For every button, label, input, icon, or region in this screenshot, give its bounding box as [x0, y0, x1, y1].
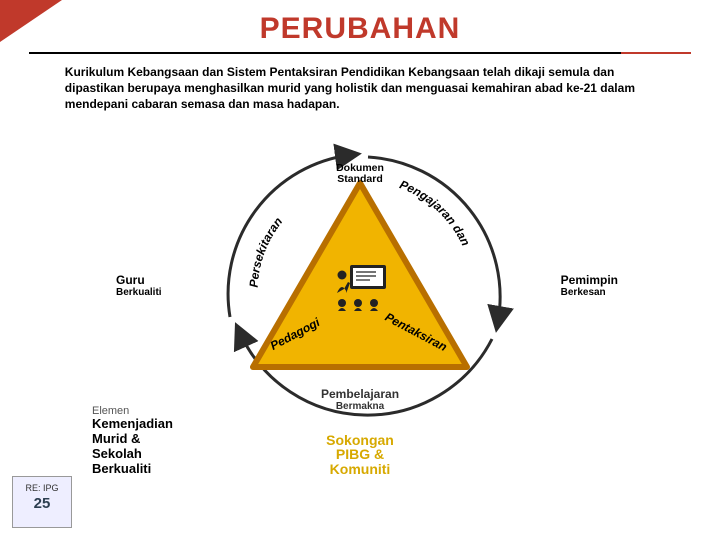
badge-number: 25: [13, 495, 71, 512]
elem-l4: Berkualiti: [92, 462, 173, 477]
outer-right-main: Pemimpin: [561, 273, 618, 287]
classroom-icon: [332, 263, 388, 311]
footer-badge: RE: IPG 25: [12, 476, 72, 528]
outer-right-label: Pemimpin Berkesan: [561, 273, 618, 298]
elem-l1: Kemenjadian: [92, 417, 173, 432]
outer-left-label: Guru Berkualiti: [116, 273, 162, 298]
slide: PERUBAHAN Kurikulum Kebangsaan dan Siste…: [0, 0, 720, 540]
elem-l2: Murid &: [92, 432, 173, 447]
support-l3: Komuniti: [330, 461, 391, 477]
tri-top-l2: Standard: [337, 173, 383, 185]
element-box: Elemen Kemenjadian Murid & Sekolah Berku…: [92, 405, 173, 477]
support-l1: Sokongan: [326, 432, 394, 448]
header: PERUBAHAN: [0, 0, 720, 46]
elem-l3: Sekolah: [92, 447, 173, 462]
outer-bottom-sub: Bermakna: [321, 401, 399, 412]
outer-right-sub: Berkesan: [561, 287, 618, 298]
outer-left-sub: Berkualiti: [116, 287, 162, 298]
diagram: Persekitaran Pengajaran dan Dokumen Stan…: [100, 125, 620, 485]
triangle-top-label: Dokumen Standard: [336, 163, 384, 185]
corner-accent: [0, 0, 62, 42]
title-underline: [29, 52, 691, 54]
outer-bottom-main: Pembelajaran: [321, 387, 399, 401]
intro-text: Kurikulum Kebangsaan dan Sistem Pentaksi…: [65, 64, 655, 113]
outer-left-main: Guru: [116, 273, 145, 287]
badge-text: RE: IPG: [25, 483, 58, 493]
support-label: Sokongan PIBG & Komuniti: [326, 433, 394, 477]
page-title: PERUBAHAN: [0, 12, 720, 46]
outer-bottom-label: Pembelajaran Bermakna: [321, 387, 399, 412]
support-l2: PIBG &: [336, 446, 384, 462]
